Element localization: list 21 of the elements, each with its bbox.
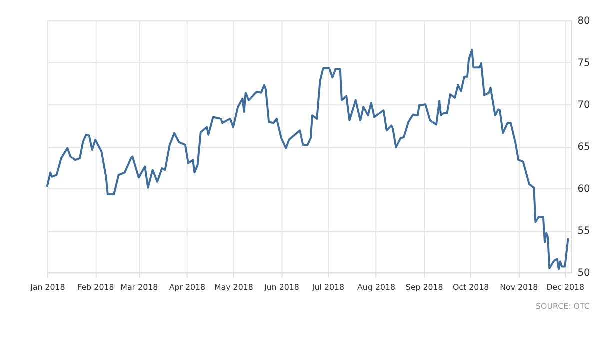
- y-tick-label: 65: [578, 142, 590, 154]
- x-tick-label: Jun 2018: [264, 282, 300, 292]
- y-tick-label: 50: [578, 268, 590, 280]
- x-tick-label: Jul 2018: [311, 282, 345, 292]
- y-tick-label: 75: [578, 58, 590, 70]
- x-tick-label: Dec 2018: [546, 282, 585, 292]
- x-tick-label: May 2018: [214, 282, 254, 292]
- x-tick-label: Oct 2018: [452, 282, 490, 292]
- line-series: [46, 49, 570, 270]
- x-tick-label: Feb 2018: [78, 282, 114, 292]
- y-tick-label: 55: [578, 226, 590, 238]
- x-tick-label: Aug 2018: [358, 282, 396, 292]
- y-tick-label: 80: [578, 16, 590, 28]
- x-tick-label: Apr 2018: [169, 282, 206, 292]
- x-tick-label: Sep 2018: [406, 282, 444, 292]
- source-note: SOURCE: OTC: [536, 302, 590, 312]
- y-tick-label: 60: [578, 184, 590, 196]
- y-tick-label: 70: [578, 100, 590, 112]
- x-tick-label: Jan 2018: [30, 282, 66, 292]
- x-tick-label: Mar 2018: [120, 282, 158, 292]
- x-tick-label: Nov 2018: [500, 282, 538, 292]
